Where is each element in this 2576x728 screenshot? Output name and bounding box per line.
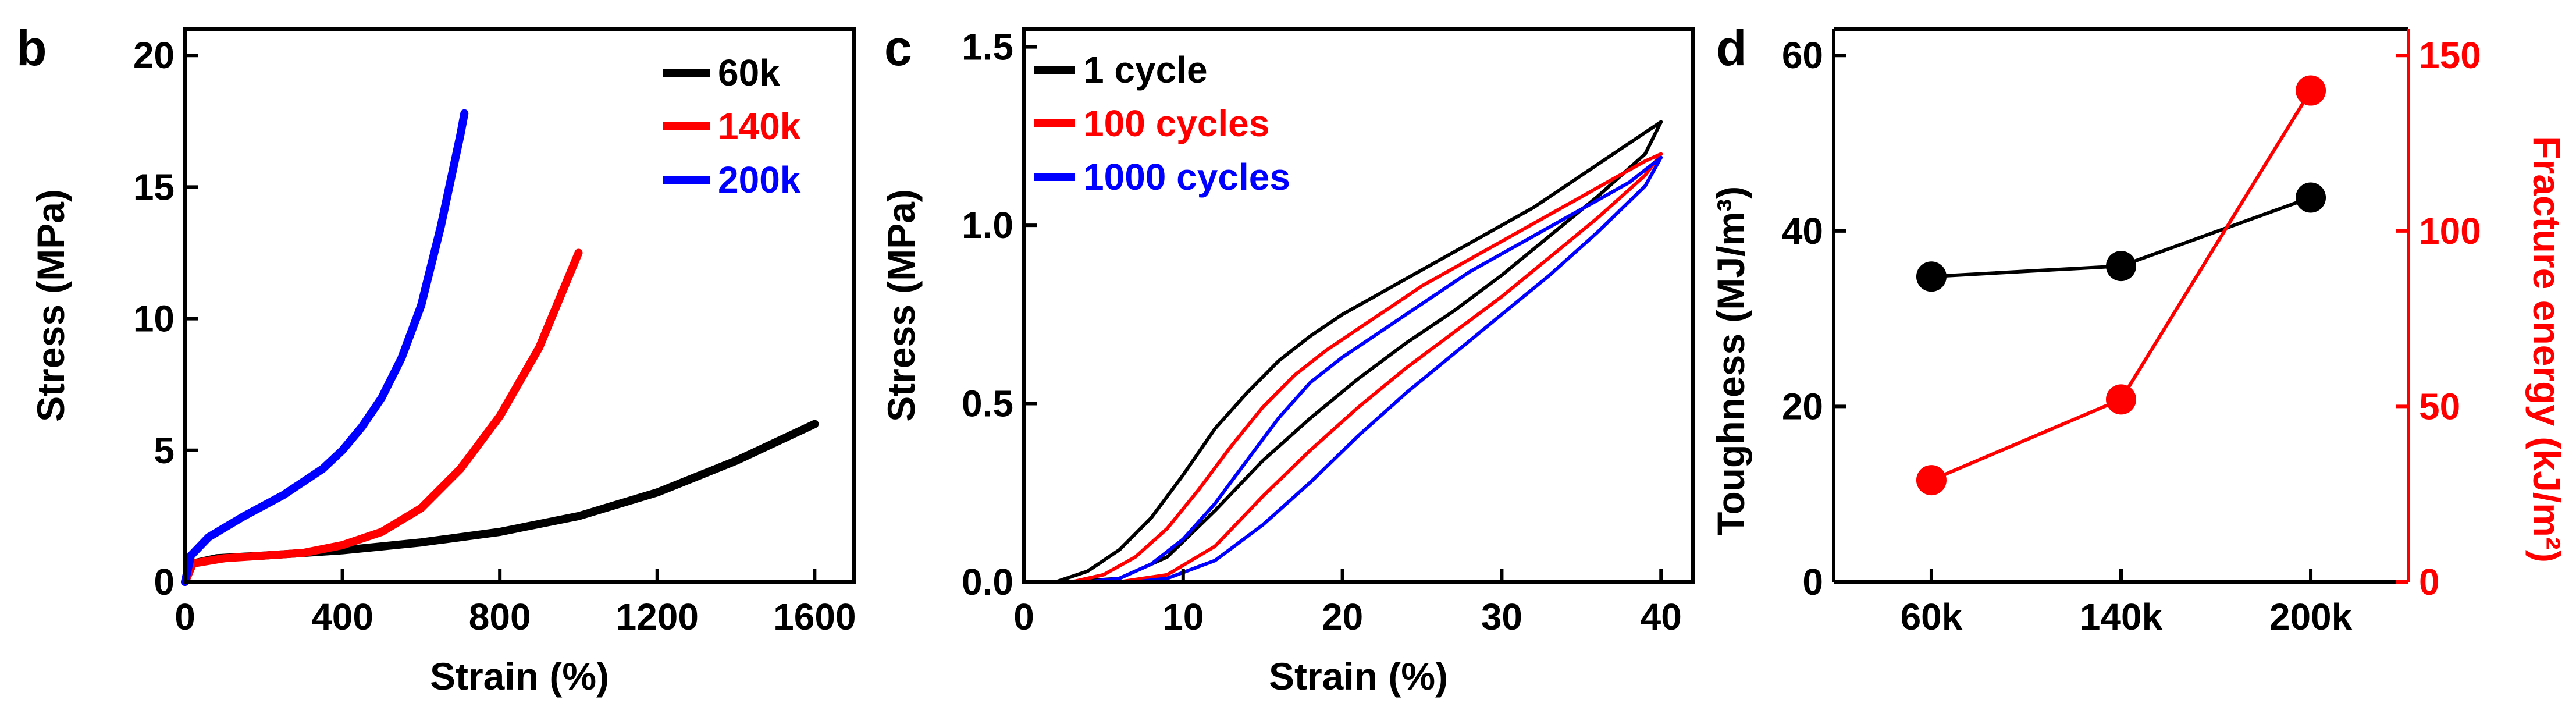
x-tick-label-c-2: 20: [1322, 596, 1363, 638]
legend-label-c-0: 1 cycle: [1083, 49, 1208, 91]
y2-tick-label-d-2: 100: [2419, 210, 2481, 252]
y-axis-ticks-c: 0.0 0.5 1.0 1.5: [962, 26, 1037, 603]
y-axis-title-c: Stress (MPa): [880, 189, 923, 422]
y-axis-ticks-d: 0 20 40 60: [1782, 34, 1846, 603]
plot-area-d: [1916, 75, 2326, 496]
y-tick-label-c-0: 0.0: [962, 561, 1013, 603]
y-tick-label-d-0: 0: [1802, 561, 1823, 603]
y-axis-ticks-b: 0 5 10 15 20: [133, 34, 198, 603]
legend-c: 1 cycle 100 cycles 1000 cycles: [1034, 49, 1290, 198]
y-tick-label-b-1: 5: [154, 429, 175, 471]
x-tick-label-b-4: 1600: [773, 596, 856, 638]
x-tick-label-c-4: 40: [1641, 596, 1682, 638]
x-tick-label-c-0: 0: [1013, 596, 1034, 638]
y-tick-label-b-4: 20: [133, 34, 175, 76]
panel-letter-d: d: [1716, 20, 1747, 76]
y-tick-label-b-0: 0: [154, 561, 175, 603]
x-tick-label-c-1: 10: [1162, 596, 1204, 638]
data-point-d-0-1: [2106, 251, 2136, 282]
y-tick-label-c-2: 1.0: [962, 204, 1013, 246]
x-tick-label-b-2: 800: [469, 596, 531, 638]
x-tick-label-d-1: 140k: [2080, 596, 2163, 638]
legend-label-b-1: 140k: [718, 105, 801, 147]
x-tick-label-b-0: 0: [175, 596, 195, 638]
y2-tick-label-d-0: 0: [2419, 561, 2440, 603]
series-line-c-2: [1022, 155, 1663, 584]
series-line-c-1: [1022, 152, 1663, 584]
x-axis-ticks-c: 0 10 20 30 40: [1013, 569, 1682, 638]
panel-b: b 0 400 800 1200 1600 0 5 10 15 20 Strain (%) St…: [16, 20, 856, 698]
panel-c: c 0 10 20 30 40 0.0 0.5 1.0 1.5 Strain (%) Stre…: [880, 20, 1695, 698]
y-tick-label-d-3: 60: [1782, 34, 1823, 76]
legend-label-b-2: 200k: [718, 159, 801, 201]
y-tick-label-b-3: 15: [133, 166, 175, 208]
y-tick-label-c-1: 0.5: [962, 383, 1013, 425]
x-tick-label-c-3: 30: [1481, 596, 1522, 638]
y-axis-title-b: Stress (MPa): [29, 189, 72, 422]
y-tick-label-c-3: 1.5: [962, 26, 1013, 68]
data-point-d-1-2: [2296, 75, 2326, 106]
y-tick-label-d-1: 20: [1782, 385, 1823, 427]
data-point-d-1-0: [1916, 465, 1947, 496]
data-point-d-0-2: [2296, 182, 2326, 213]
y2-axis-ticks-d: 0 50 100 150: [2396, 34, 2481, 603]
x-tick-label-b-3: 1200: [616, 596, 699, 638]
x-axis-ticks-b: 0 400 800 1200 1600: [175, 569, 856, 638]
x-axis-title-c: Strain (%): [1269, 655, 1448, 698]
legend-label-c-2: 1000 cycles: [1083, 156, 1290, 198]
series-line-b-2: [181, 109, 469, 586]
series-line-c-0: [1022, 120, 1663, 584]
data-point-d-1-1: [2106, 384, 2136, 415]
legend-b: 60k 140k 200k: [663, 52, 801, 201]
y2-axis-title-d: Fracture energy (kJ/m²): [2525, 136, 2568, 563]
x-tick-label-b-1: 400: [311, 596, 373, 638]
y2-tick-label-d-1: 50: [2419, 385, 2460, 427]
plot-area-b: [181, 109, 819, 586]
legend-label-c-1: 100 cycles: [1083, 102, 1269, 144]
y-axis-title-d: Toughness (MJ/m³): [1709, 186, 1752, 535]
series-line-b-1: [181, 248, 583, 586]
plot-frame-b: [183, 27, 856, 584]
x-axis-title-b: Strain (%): [430, 655, 609, 698]
x-tick-label-d-0: 60k: [1901, 596, 1963, 638]
y-tick-label-b-2: 10: [133, 298, 175, 340]
series-line-d-1: [1930, 90, 2312, 482]
data-point-d-0-0: [1916, 261, 1947, 292]
panel-letter-b: b: [16, 20, 47, 76]
x-tick-label-d-2: 200k: [2269, 596, 2353, 638]
panel-d: d 60k 140k 200k 0 20 40 60 0 50 100 150 Toughnes…: [1709, 20, 2568, 638]
legend-label-b-0: 60k: [718, 52, 780, 94]
plot-area-c: [1022, 120, 1663, 584]
x-axis-ticks-d: 60k 140k 200k: [1901, 569, 2353, 638]
y-tick-label-d-2: 40: [1782, 210, 1823, 252]
panel-letter-c: c: [884, 20, 912, 76]
plot-frame-c: [1022, 27, 1695, 584]
y2-tick-label-d-3: 150: [2419, 34, 2481, 76]
